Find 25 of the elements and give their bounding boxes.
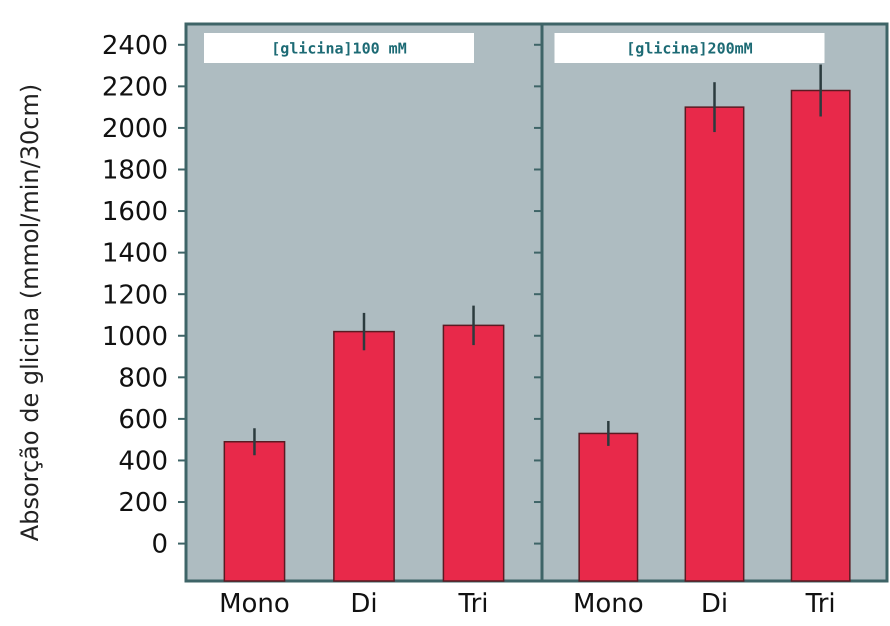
x-tick-label: Di [700, 589, 728, 619]
y-tick-label: 400 [118, 446, 168, 477]
y-tick-label: 1800 [102, 156, 168, 186]
bar [442, 324, 504, 582]
x-tick-label: Mono [219, 589, 290, 619]
x-tick-label: Tri [804, 589, 836, 619]
bar [224, 441, 286, 582]
x-tick-label: Di [350, 589, 378, 619]
y-tick-label: 1000 [102, 322, 168, 352]
x-tick-label: Tri [458, 589, 489, 619]
y-tick-label: 1600 [102, 197, 168, 228]
y-tick-label: 800 [118, 363, 168, 394]
y-tick-label: 2000 [102, 114, 168, 144]
y-tick-label: 2200 [102, 72, 168, 102]
text: [glicina]100 mM [271, 39, 407, 58]
text: [glicina]200mM [626, 39, 753, 58]
y-tick-label: 200 [118, 488, 168, 518]
x-tick-label: Mono [572, 589, 644, 619]
y-tick-label: 1200 [102, 280, 168, 310]
y-axis-title: Absorção de glicina (mmol/min/30cm) [16, 84, 44, 542]
y-tick-label: 1400 [102, 238, 168, 269]
bar [333, 330, 395, 582]
y-tick-label: 0 [151, 530, 168, 560]
y-tick-label: 2400 [102, 30, 168, 61]
y-tick-label: 600 [118, 404, 168, 435]
